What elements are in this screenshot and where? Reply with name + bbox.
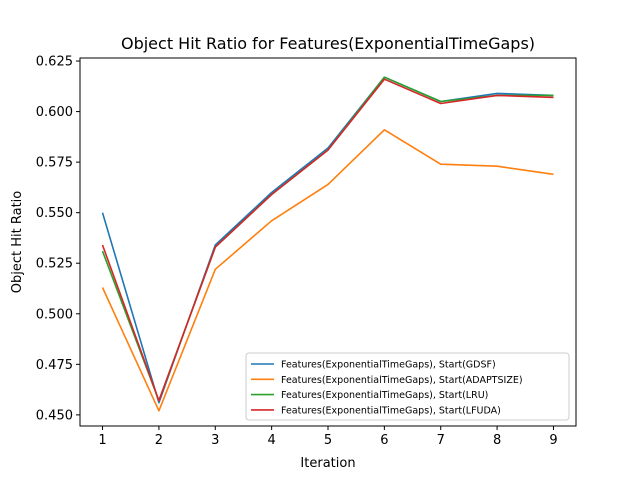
legend-box: [245, 352, 570, 421]
legend-label-3: Features(ExponentialTimeGaps), Start(LRU…: [281, 390, 488, 401]
x-tick-label: 2: [155, 433, 163, 448]
axes: 1 2 3 4 5 6 7 8 9 0.450 0.475 0.500 0.525 0.550 0.575 0…: [36, 55, 558, 448]
chart-title: Object Hit Ratio for Features(Exponentia…: [121, 34, 535, 53]
y-tick-label: 0.575: [36, 156, 73, 171]
y-tick-label: 0.475: [36, 358, 73, 373]
legend-label-1: Features(ExponentialTimeGaps), Start(GDS…: [281, 360, 496, 371]
series-line-2: [101, 129, 554, 412]
x-tick-label: 1: [98, 433, 106, 448]
y-tick-label: 0.450: [36, 408, 73, 423]
y-tick-label: 0.550: [36, 206, 73, 221]
x-tick-label: 3: [211, 433, 219, 448]
legend-label-2: Features(ExponentialTimeGaps), Start(ADA…: [281, 375, 523, 386]
x-tick-label: 6: [380, 433, 388, 448]
plot-frame: [79, 57, 577, 427]
y-tick-label: 0.525: [36, 257, 73, 272]
x-tick-label: 9: [549, 433, 557, 448]
legend: Features(ExponentialTimeGaps), Start(GDS…: [245, 352, 570, 421]
series-line-4: [101, 78, 554, 402]
y-tick-label: 0.600: [36, 105, 73, 120]
y-tick-label: 0.625: [36, 55, 73, 70]
y-axis-label: Object Hit Ratio: [10, 191, 25, 294]
x-tick-label: 7: [437, 433, 445, 448]
legend-label-4: Features(ExponentialTimeGaps), Start(LFU…: [281, 405, 501, 416]
x-tick-label: 5: [324, 433, 332, 448]
y-tick-label: 0.500: [36, 307, 73, 322]
series-layer: [101, 76, 554, 412]
x-axis-label: Iteration: [300, 456, 355, 471]
x-tick-label: 4: [267, 433, 275, 448]
x-tick-label: 8: [493, 433, 501, 448]
